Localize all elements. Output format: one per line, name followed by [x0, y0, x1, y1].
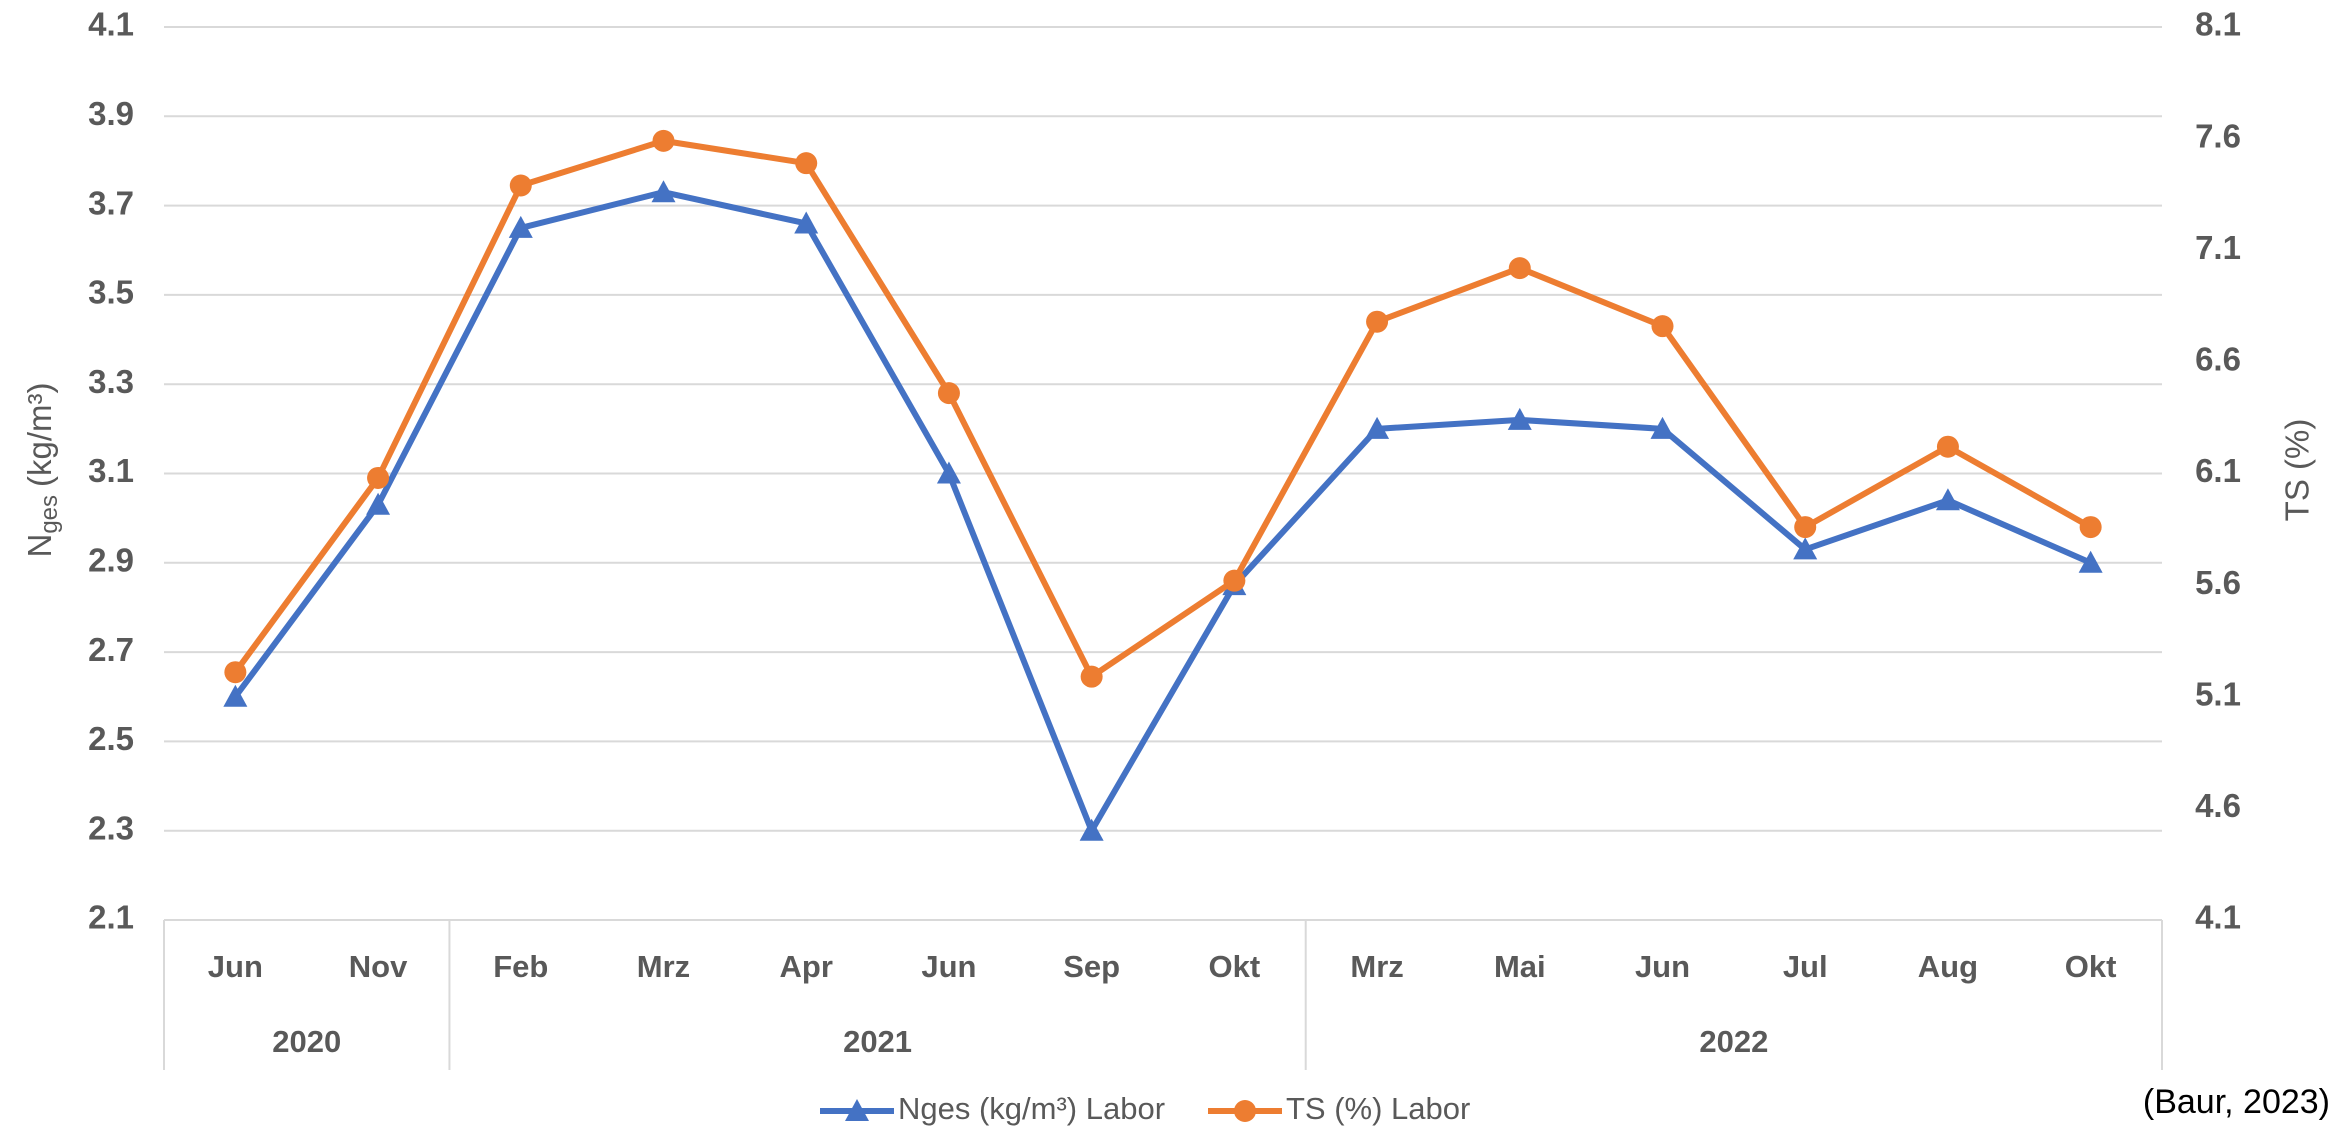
x-tick-label: Jul: [1783, 949, 1828, 984]
data-point: [1365, 416, 1390, 439]
x-tick-label: Jun: [208, 949, 263, 984]
data-point: [794, 211, 819, 234]
data-point: [1223, 569, 1246, 592]
legend-marker: [1234, 1100, 1256, 1122]
x-tick-label: Sep: [1063, 949, 1120, 984]
series-line: [232, 189, 2092, 834]
x-group-label: 2022: [1699, 1024, 1768, 1059]
data-point: [2079, 516, 2102, 539]
data-point: [367, 466, 390, 489]
y2-tick-label: 7.1: [2195, 229, 2241, 266]
x-tick-label: Nov: [349, 949, 408, 984]
x-tick-label: Aug: [1918, 949, 1978, 984]
legend-label: TS (%) Labor: [1286, 1091, 1470, 1126]
data-point: [366, 492, 391, 515]
x-tick-label: Jun: [921, 949, 976, 984]
data-point: [1936, 435, 1959, 458]
legend-marker: [845, 1099, 869, 1121]
y2-tick-label: 5.1: [2195, 675, 2241, 712]
data-point: [652, 129, 675, 152]
y-tick-label: 3.1: [88, 452, 134, 489]
data-point: [1080, 665, 1103, 688]
y-tick-label: 4.1: [88, 6, 134, 43]
data-point: [937, 382, 960, 405]
data-point: [509, 174, 532, 197]
x-tick-label: Apr: [780, 949, 833, 984]
x-tick-label: Mrz: [1350, 949, 1403, 984]
y-tick-label: 2.9: [88, 542, 134, 579]
y2-tick-label: 6.6: [2195, 341, 2241, 378]
x-tick-label: Okt: [2065, 949, 2117, 984]
x-tick-label: Jun: [1635, 949, 1690, 984]
y-tick-label: 3.3: [88, 363, 134, 400]
y2-axis-label: TS (%): [2279, 419, 2316, 522]
data-point: [651, 180, 676, 203]
data-point: [1650, 416, 1675, 439]
legend-label: Nges (kg/m³) Labor: [898, 1091, 1165, 1126]
y2-tick-label: 6.1: [2195, 452, 2241, 489]
data-point: [2078, 550, 2103, 573]
y2-tick-label: 4.6: [2195, 787, 2241, 824]
x-tick-label: Mrz: [637, 949, 690, 984]
data-point: [1508, 257, 1531, 280]
y-axis-label: Nges(kg/m³): [21, 382, 64, 557]
x-tick-label: Mai: [1494, 949, 1546, 984]
y-tick-label: 3.7: [88, 184, 134, 221]
x-group-label: 2021: [843, 1024, 912, 1059]
data-point: [1935, 488, 1960, 511]
y2-tick-label: 8.1: [2195, 6, 2241, 43]
y2-tick-label: 4.1: [2195, 899, 2241, 936]
data-point: [1651, 315, 1674, 338]
data-point: [1366, 310, 1389, 333]
data-point: [223, 684, 248, 707]
y2-tick-label: 7.6: [2195, 117, 2241, 154]
data-point: [795, 152, 818, 175]
data-point: [1793, 537, 1818, 560]
data-point: [1507, 407, 1532, 430]
data-point: [224, 661, 247, 684]
data-point: [1794, 516, 1817, 539]
data-point: [936, 461, 961, 484]
source: (Baur, 2023): [2143, 1083, 2330, 1121]
series-line: [232, 137, 2093, 680]
y-tick-label: 2.3: [88, 809, 134, 846]
y-tick-label: 2.7: [88, 631, 134, 668]
y2-tick-label: 5.6: [2195, 564, 2241, 601]
y-tick-label: 3.5: [88, 274, 134, 311]
data-point: [508, 215, 533, 238]
x-tick-label: Feb: [493, 949, 548, 984]
data-point: [1079, 818, 1104, 841]
x-group-label: 2020: [272, 1024, 341, 1059]
x-tick-label: Okt: [1209, 949, 1261, 984]
y-tick-label: 3.9: [88, 95, 134, 132]
y-tick-label: 2.5: [88, 720, 134, 757]
y-tick-label: 2.1: [88, 899, 134, 936]
